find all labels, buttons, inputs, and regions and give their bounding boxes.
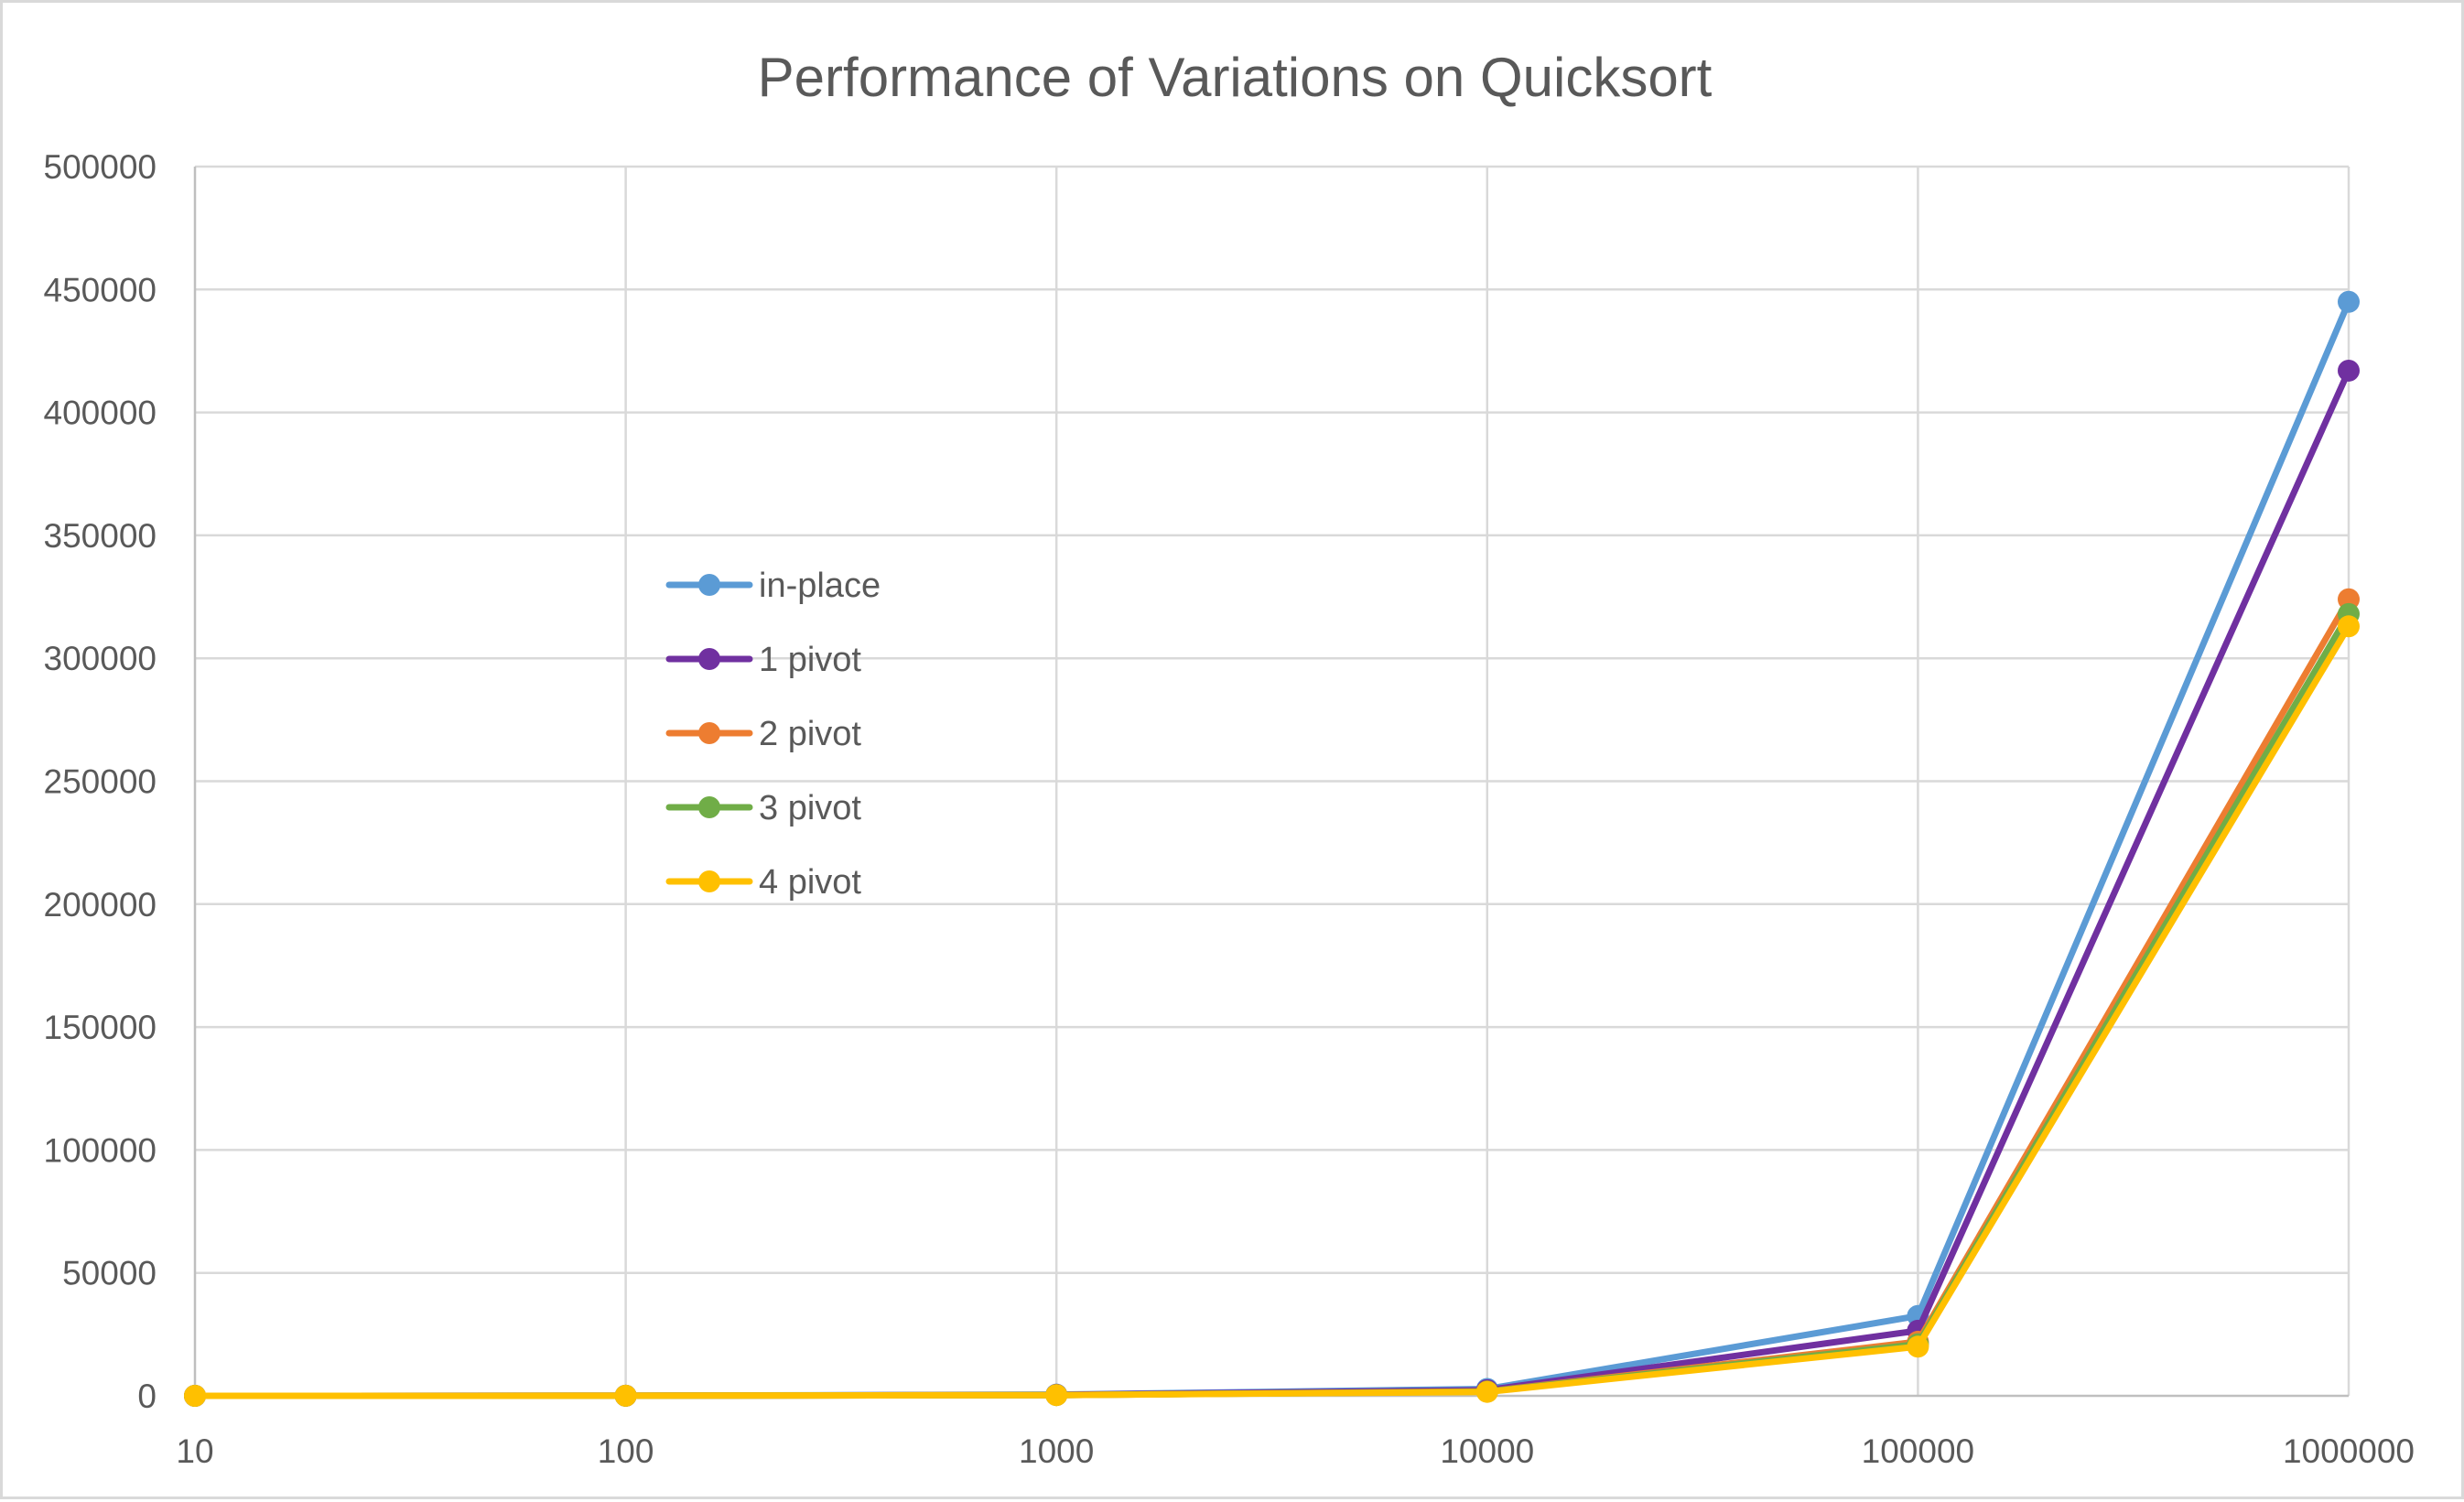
series-4-pivot xyxy=(184,615,2360,1407)
legend-swatch-marker xyxy=(698,648,720,670)
legend-label: 4 pivot xyxy=(759,863,861,902)
data-point-4-pivot xyxy=(1475,1380,1498,1403)
y-tick-label: 0 xyxy=(137,1378,157,1415)
series-line-1-pivot xyxy=(191,367,2352,1399)
data-point-4-pivot xyxy=(614,1384,637,1407)
chart-title: Performance of Variations on Quicksort xyxy=(758,47,1713,108)
x-axis-tick-labels: 10 100 1000 10000 100000 1000000 xyxy=(176,1432,2415,1470)
x-tick-label: 100 xyxy=(598,1432,654,1470)
y-tick-label: 350000 xyxy=(44,517,157,555)
legend-label: 1 pivot xyxy=(759,641,861,679)
data-point-4-pivot xyxy=(1907,1335,1929,1358)
x-tick-label: 10000 xyxy=(1440,1432,1534,1470)
line-chart: Performance of Variations on Quicksort 0… xyxy=(44,47,2415,1470)
y-tick-label: 100000 xyxy=(44,1131,157,1169)
y-tick-label: 300000 xyxy=(44,640,157,677)
legend-swatch-marker xyxy=(698,796,720,818)
legend-swatch-marker xyxy=(698,574,720,596)
legend-entry-1-pivot: 1 pivot xyxy=(665,641,861,679)
series-line-in-place xyxy=(191,298,2352,1399)
legend-label: in-place xyxy=(759,567,881,605)
data-point-4-pivot xyxy=(1045,1384,1068,1407)
series-3-pivot xyxy=(184,602,2360,1407)
legend-entry-4-pivot: 4 pivot xyxy=(665,863,861,902)
y-tick-label: 400000 xyxy=(44,394,157,432)
legend-label: 2 pivot xyxy=(759,715,861,753)
y-tick-label: 450000 xyxy=(44,271,157,308)
legend-swatch-marker xyxy=(698,722,720,744)
x-tick-label: 100000 xyxy=(1862,1432,1974,1470)
series-lines xyxy=(184,290,2360,1407)
series-2-pivot xyxy=(184,588,2360,1407)
y-tick-label: 250000 xyxy=(44,763,157,801)
legend-entry-in-place: in-place xyxy=(665,567,881,605)
series-line-3-pivot xyxy=(191,611,2352,1399)
legend-entry-3-pivot: 3 pivot xyxy=(665,789,861,827)
series-line-2-pivot xyxy=(191,596,2352,1399)
data-point-4-pivot xyxy=(2338,615,2360,638)
data-point-4-pivot xyxy=(184,1385,206,1407)
y-axis-tick-labels: 0 50000 100000 150000 200000 250000 300000 3500… xyxy=(44,148,157,1415)
legend: in-place 1 pivot 2 pivot 3 pivot 4 pivot xyxy=(665,567,881,902)
data-point-in-place xyxy=(2338,290,2360,313)
x-tick-label: 10 xyxy=(176,1432,213,1470)
y-tick-label: 50000 xyxy=(62,1255,157,1292)
y-tick-label: 500000 xyxy=(44,148,157,186)
x-tick-label: 1000 xyxy=(1019,1432,1094,1470)
y-tick-label: 200000 xyxy=(44,886,157,924)
grid-lines xyxy=(195,165,2351,1396)
series-in-place xyxy=(184,290,2360,1407)
legend-swatch-marker xyxy=(698,870,720,892)
x-tick-label: 1000000 xyxy=(2283,1432,2415,1470)
series-1-pivot xyxy=(184,359,2360,1407)
data-point-1-pivot xyxy=(2338,359,2360,382)
series-line-4-pivot xyxy=(191,622,2352,1399)
y-tick-label: 150000 xyxy=(44,1009,157,1046)
legend-label: 3 pivot xyxy=(759,789,861,827)
legend-entry-2-pivot: 2 pivot xyxy=(665,715,861,753)
